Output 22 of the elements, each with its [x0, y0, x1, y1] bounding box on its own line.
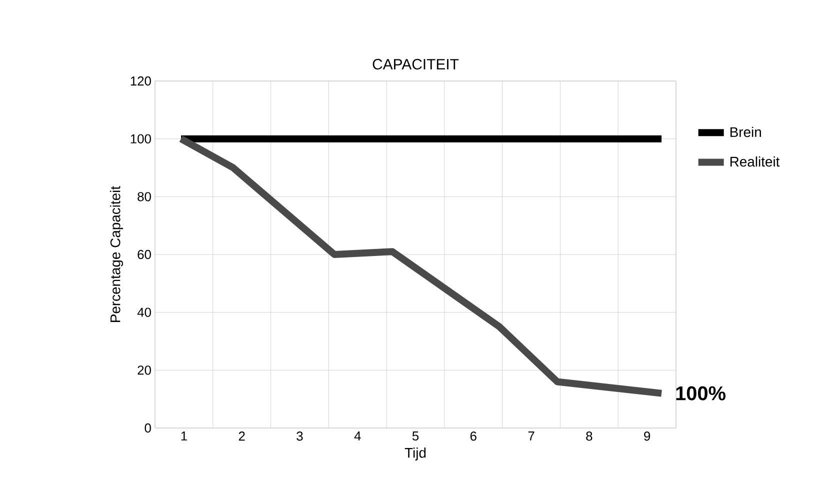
y-tick-label: 40 — [137, 308, 151, 317]
y-tick-label: 60 — [138, 250, 151, 260]
x-axis-title: Tijd — [404, 448, 426, 461]
x-tick-label: 7 — [528, 432, 534, 440]
annotation: 100% — [676, 386, 726, 400]
x-tick-label: 1 — [181, 432, 187, 440]
y-tick-label: 20 — [138, 366, 151, 375]
y-tick-label: 0 — [144, 423, 151, 433]
x-tick-label: 8 — [586, 432, 592, 441]
legend-label: Brein — [730, 126, 761, 138]
x-tick-label: 3 — [296, 432, 303, 441]
chart-title: CAPACITEIT — [372, 58, 459, 70]
legend-label: Realiteit — [730, 156, 780, 167]
y-tick-label: 120 — [130, 76, 151, 86]
x-tick-label: 9 — [644, 432, 650, 441]
y-axis-title: Percentage Capaciteit — [110, 186, 124, 322]
y-tick-label: 80 — [138, 192, 151, 202]
x-tick-label: 6 — [470, 432, 476, 441]
x-tick-label: 2 — [238, 432, 245, 441]
y-tick-label: 100 — [130, 134, 151, 144]
x-tick-label: 5 — [412, 432, 419, 441]
x-tick-label: 4 — [354, 432, 361, 440]
